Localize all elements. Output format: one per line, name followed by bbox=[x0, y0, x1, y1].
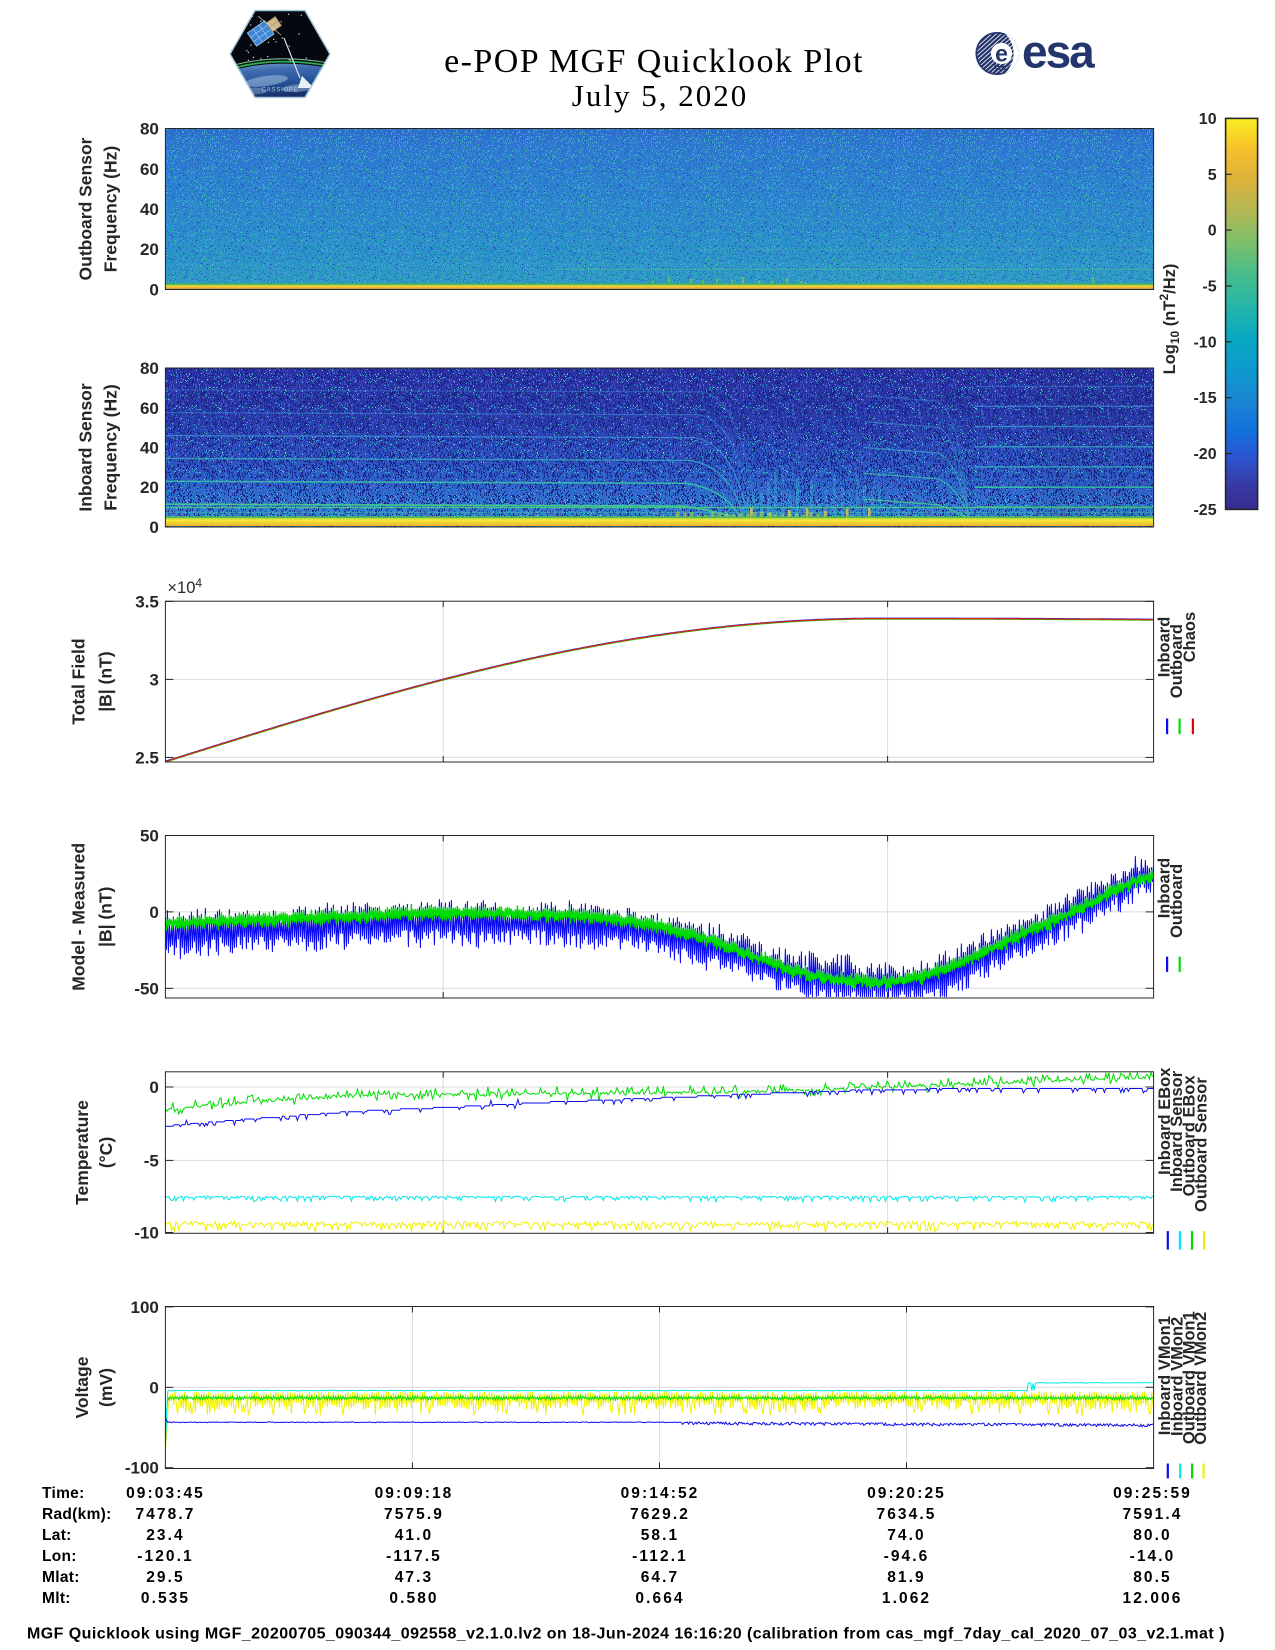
svg-text:09:20:25: 09:20:25 bbox=[867, 1485, 946, 1502]
svg-text:-20: -20 bbox=[1193, 446, 1216, 463]
svg-text:-10: -10 bbox=[1193, 334, 1216, 351]
svg-text:29.5: 29.5 bbox=[146, 1569, 185, 1586]
svg-text:7478.7: 7478.7 bbox=[135, 1506, 195, 1523]
svg-text:Total Field: Total Field bbox=[69, 638, 89, 724]
svg-text:Temperature: Temperature bbox=[72, 1100, 92, 1205]
svg-text:July 5, 2020: July 5, 2020 bbox=[572, 78, 748, 113]
svg-text:Inboard: Inboard bbox=[1155, 858, 1173, 919]
svg-text:09:25:59: 09:25:59 bbox=[1113, 1485, 1192, 1502]
svg-text:0: 0 bbox=[149, 903, 158, 922]
svg-text:Outboard Sensor: Outboard Sensor bbox=[1192, 1077, 1210, 1212]
svg-text:5: 5 bbox=[1208, 167, 1217, 184]
svg-text:|B| (nT): |B| (nT) bbox=[96, 651, 116, 711]
svg-text:esa: esa bbox=[1022, 26, 1095, 78]
svg-text:80.0: 80.0 bbox=[1133, 1527, 1172, 1544]
svg-text:Frequency (Hz): Frequency (Hz) bbox=[101, 384, 121, 510]
svg-text:-117.5: -117.5 bbox=[386, 1548, 442, 1565]
svg-text:7575.9: 7575.9 bbox=[384, 1506, 444, 1523]
svg-text:Outboard: Outboard bbox=[1168, 624, 1186, 698]
svg-text:-5: -5 bbox=[1202, 279, 1216, 296]
svg-text:7629.2: 7629.2 bbox=[630, 1506, 690, 1523]
svg-text:Model - Measured: Model - Measured bbox=[69, 843, 89, 991]
svg-text:23.4: 23.4 bbox=[146, 1527, 185, 1544]
svg-text:20: 20 bbox=[140, 478, 159, 497]
svg-text:Outboard: Outboard bbox=[1168, 864, 1186, 938]
svg-text:0: 0 bbox=[149, 1078, 158, 1097]
svg-text:0.580: 0.580 bbox=[389, 1590, 438, 1607]
svg-text:Inboard Sensor: Inboard Sensor bbox=[76, 383, 96, 512]
svg-text:7591.4: 7591.4 bbox=[1122, 1506, 1182, 1523]
svg-text:-10: -10 bbox=[134, 1224, 159, 1243]
svg-text:Outboard VMon2: Outboard VMon2 bbox=[1192, 1312, 1210, 1445]
svg-text:0: 0 bbox=[1208, 223, 1217, 240]
svg-text:-100: -100 bbox=[125, 1459, 159, 1478]
svg-text:41.0: 41.0 bbox=[395, 1527, 434, 1544]
svg-text:3: 3 bbox=[149, 670, 158, 689]
svg-text:09:03:45: 09:03:45 bbox=[126, 1485, 205, 1502]
svg-text:0.664: 0.664 bbox=[635, 1590, 684, 1607]
svg-text:20: 20 bbox=[140, 240, 159, 259]
svg-text:-25: -25 bbox=[1193, 502, 1216, 519]
svg-text:-120.1: -120.1 bbox=[137, 1548, 194, 1565]
svg-text:e: e bbox=[995, 41, 1008, 67]
svg-text:50: 50 bbox=[140, 827, 159, 846]
svg-text:Outboard EBox: Outboard EBox bbox=[1180, 1074, 1198, 1196]
svg-text:60: 60 bbox=[140, 399, 159, 418]
svg-text:Inboard VMon2: Inboard VMon2 bbox=[1169, 1317, 1187, 1436]
svg-text:Chaos: Chaos bbox=[1181, 612, 1199, 662]
svg-text:12.006: 12.006 bbox=[1122, 1590, 1182, 1607]
svg-text:81.9: 81.9 bbox=[887, 1569, 926, 1586]
svg-text:09:09:18: 09:09:18 bbox=[375, 1485, 454, 1502]
svg-text:7634.5: 7634.5 bbox=[876, 1506, 936, 1523]
svg-text:40: 40 bbox=[140, 439, 159, 458]
svg-text:Outboard Sensor: Outboard Sensor bbox=[76, 137, 96, 280]
svg-text:Time:: Time: bbox=[42, 1485, 85, 1502]
svg-text:-5: -5 bbox=[144, 1151, 159, 1170]
svg-text:-94.6: -94.6 bbox=[884, 1548, 930, 1565]
svg-text:47.3: 47.3 bbox=[395, 1569, 434, 1586]
svg-text:0: 0 bbox=[149, 281, 158, 300]
svg-text:Inboard Sensor: Inboard Sensor bbox=[1168, 1070, 1186, 1192]
svg-text:1.062: 1.062 bbox=[882, 1590, 931, 1607]
svg-text:CASSIOPE: CASSIOPE bbox=[261, 88, 298, 94]
svg-text:-50: -50 bbox=[134, 979, 159, 998]
svg-text:3.5: 3.5 bbox=[135, 592, 159, 611]
svg-text:80: 80 bbox=[140, 359, 159, 378]
svg-text:Mlat:: Mlat: bbox=[42, 1569, 80, 1586]
svg-text:64.7: 64.7 bbox=[641, 1569, 680, 1586]
svg-text:MGF Quicklook using MGF_202007: MGF Quicklook using MGF_20200705_090344_… bbox=[27, 1626, 1225, 1643]
svg-text:Inboard EBox: Inboard EBox bbox=[1156, 1067, 1174, 1175]
svg-text:0.535: 0.535 bbox=[141, 1590, 190, 1607]
svg-text:(°C): (°C) bbox=[96, 1137, 116, 1168]
svg-text:(mV): (mV) bbox=[96, 1368, 116, 1407]
svg-text:Mlt:: Mlt: bbox=[42, 1590, 71, 1607]
svg-text:74.0: 74.0 bbox=[887, 1527, 926, 1544]
svg-text:Lon:: Lon: bbox=[42, 1548, 77, 1565]
svg-text:-112.1: -112.1 bbox=[632, 1548, 688, 1565]
svg-text:Inboard: Inboard bbox=[1155, 617, 1173, 678]
svg-text:-14.0: -14.0 bbox=[1130, 1548, 1176, 1565]
svg-text:09:14:52: 09:14:52 bbox=[621, 1485, 700, 1502]
svg-text:-15: -15 bbox=[1193, 390, 1216, 407]
svg-text:40: 40 bbox=[140, 200, 159, 219]
svg-text:Rad(km):: Rad(km): bbox=[42, 1506, 112, 1523]
svg-text:58.1: 58.1 bbox=[641, 1527, 680, 1544]
svg-text:0: 0 bbox=[149, 1378, 158, 1397]
svg-text:Inboard VMon1: Inboard VMon1 bbox=[1156, 1316, 1174, 1435]
svg-text:10: 10 bbox=[1199, 111, 1217, 128]
svg-text:Log10 (nT2/Hz): Log10 (nT2/Hz) bbox=[1157, 264, 1182, 375]
svg-text:Voltage: Voltage bbox=[72, 1356, 92, 1418]
svg-text:Lat:: Lat: bbox=[42, 1527, 72, 1544]
svg-text:80.5: 80.5 bbox=[1133, 1569, 1172, 1586]
svg-text:e-POP MGF Quicklook Plot: e-POP MGF Quicklook Plot bbox=[444, 43, 864, 80]
svg-text:100: 100 bbox=[131, 1298, 159, 1317]
svg-text:60: 60 bbox=[140, 160, 159, 179]
svg-text:×104: ×104 bbox=[167, 576, 202, 597]
svg-text:2.5: 2.5 bbox=[135, 748, 159, 767]
svg-text:80: 80 bbox=[140, 120, 159, 139]
svg-text:0: 0 bbox=[149, 518, 158, 537]
svg-text:Frequency (Hz): Frequency (Hz) bbox=[101, 146, 121, 272]
svg-text:Outboard VMon1: Outboard VMon1 bbox=[1180, 1311, 1198, 1444]
svg-text:|B| (nT): |B| (nT) bbox=[96, 887, 116, 947]
